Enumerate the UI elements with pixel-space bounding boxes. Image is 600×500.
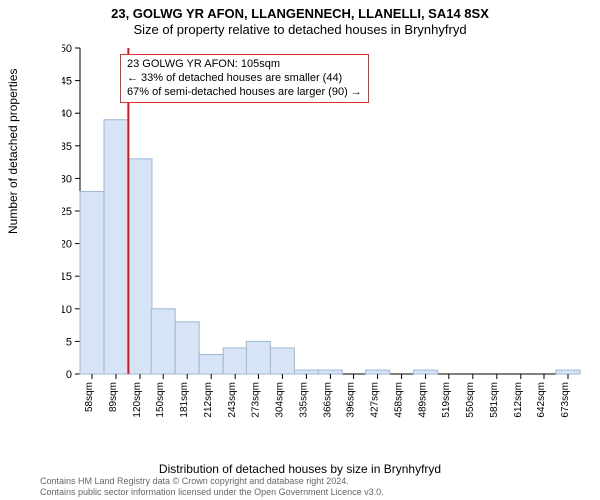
svg-text:45: 45 xyxy=(62,76,72,88)
footer-line2: Contains public sector information licen… xyxy=(40,487,384,498)
svg-text:40: 40 xyxy=(62,108,72,120)
svg-text:181sqm: 181sqm xyxy=(179,382,190,418)
annotation-line1: 23 GOLWG YR AFON: 105sqm xyxy=(127,58,362,72)
svg-text:366sqm: 366sqm xyxy=(322,382,333,418)
svg-text:673sqm: 673sqm xyxy=(560,382,571,418)
svg-text:30: 30 xyxy=(62,173,72,185)
svg-text:581sqm: 581sqm xyxy=(489,382,500,418)
svg-text:489sqm: 489sqm xyxy=(418,382,429,418)
svg-text:550sqm: 550sqm xyxy=(465,382,476,418)
svg-text:20: 20 xyxy=(62,239,72,251)
svg-text:0: 0 xyxy=(66,369,72,381)
svg-text:25: 25 xyxy=(62,206,72,218)
y-axis-label: Number of detached properties xyxy=(6,69,20,234)
svg-text:10: 10 xyxy=(62,304,72,316)
svg-text:5: 5 xyxy=(66,336,72,348)
footer-line1: Contains HM Land Registry data © Crown c… xyxy=(40,476,384,487)
svg-text:212sqm: 212sqm xyxy=(203,382,214,418)
svg-text:243sqm: 243sqm xyxy=(227,382,238,418)
svg-text:612sqm: 612sqm xyxy=(513,382,524,418)
svg-text:273sqm: 273sqm xyxy=(250,382,261,418)
x-axis-label: Distribution of detached houses by size … xyxy=(0,462,600,476)
svg-text:35: 35 xyxy=(62,141,72,153)
annotation-box: 23 GOLWG YR AFON: 105sqm ← 33% of detach… xyxy=(120,54,369,103)
svg-text:150sqm: 150sqm xyxy=(155,382,166,418)
svg-text:396sqm: 396sqm xyxy=(346,382,357,418)
footer-text: Contains HM Land Registry data © Crown c… xyxy=(40,476,384,498)
svg-text:89sqm: 89sqm xyxy=(108,382,119,412)
annotation-line2: ← 33% of detached houses are smaller (44… xyxy=(127,72,362,86)
svg-text:15: 15 xyxy=(62,271,72,283)
annotation-line3: 67% of semi-detached houses are larger (… xyxy=(127,86,362,100)
svg-text:58sqm: 58sqm xyxy=(84,382,95,412)
svg-text:427sqm: 427sqm xyxy=(370,382,381,418)
svg-text:120sqm: 120sqm xyxy=(132,382,143,418)
svg-text:642sqm: 642sqm xyxy=(536,382,547,418)
svg-text:335sqm: 335sqm xyxy=(298,382,309,418)
svg-text:519sqm: 519sqm xyxy=(441,382,452,418)
chart-title-sub: Size of property relative to detached ho… xyxy=(0,22,600,37)
chart-title-address: 23, GOLWG YR AFON, LLANGENNECH, LLANELLI… xyxy=(0,6,600,21)
chart-container: 23, GOLWG YR AFON, LLANGENNECH, LLANELLI… xyxy=(0,0,600,500)
svg-text:458sqm: 458sqm xyxy=(394,382,405,418)
svg-text:304sqm: 304sqm xyxy=(274,382,285,418)
svg-text:50: 50 xyxy=(62,44,72,55)
